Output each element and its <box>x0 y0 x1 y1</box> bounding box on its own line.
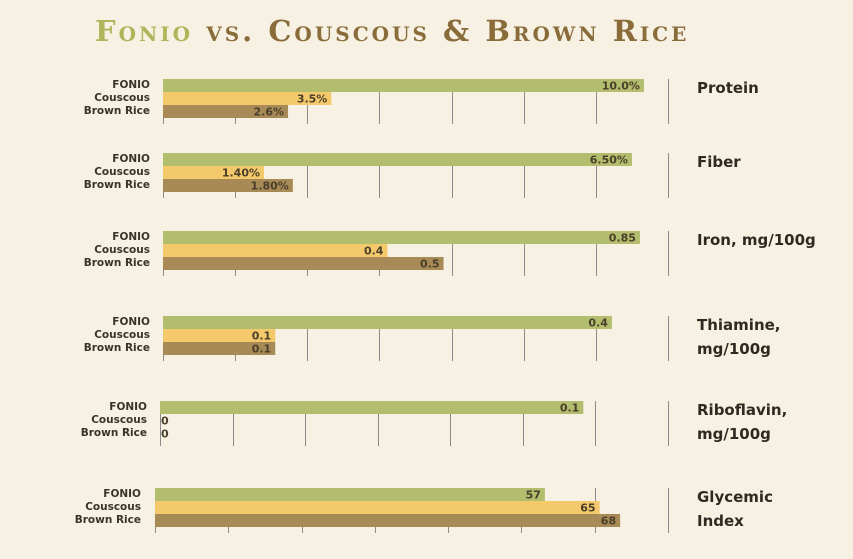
category-label: Brown Rice <box>80 427 147 439</box>
bar-plot: 0.4 0.10.1 <box>163 316 669 361</box>
data-label: 3.5% <box>297 93 328 106</box>
category-labels: FONIO Couscous Brown Rice <box>40 231 150 270</box>
data-label: 0.4 <box>364 245 384 258</box>
bar <box>163 153 632 166</box>
category-label: FONIO <box>112 153 150 165</box>
metric-label-line: Fiber <box>697 153 741 171</box>
metric-label: Riboflavin, mg/100g <box>697 398 787 446</box>
category-labels: FONIO Couscous Brown Rice <box>31 488 141 527</box>
metric-label: Iron, mg/100g <box>697 228 816 252</box>
data-label: 0.5 <box>420 258 440 271</box>
data-label: 10.0% <box>602 80 640 93</box>
bar <box>163 166 264 179</box>
data-label: 0.4 <box>588 317 608 330</box>
bar-plot: 6.50% 1.40%1.80% <box>163 153 669 198</box>
data-label: 1.80% <box>251 180 289 193</box>
data-label: 2.6% <box>254 106 285 119</box>
bar <box>163 257 444 270</box>
data-label: 0.1 <box>560 402 580 415</box>
category-label: FONIO <box>112 79 150 91</box>
metric-label: Glycemic Index <box>697 485 773 533</box>
data-label: 68 <box>601 515 616 528</box>
category-labels: FONIO Couscous Brown Rice <box>40 153 150 192</box>
bar-plot: 10.0% 3.5% 2.6% <box>163 79 669 124</box>
metric-label-line: Glycemic <box>697 488 773 506</box>
bar <box>163 92 332 105</box>
metric-label-line: Iron, mg/100g <box>697 231 816 249</box>
data-label: 0 <box>161 428 169 441</box>
data-label: 1.40% <box>222 167 260 180</box>
bar <box>163 79 644 92</box>
bar-plot: 0.1 00 <box>160 401 669 446</box>
bar-plot: 0.85 0.4 0.5 <box>163 231 669 276</box>
category-label: Brown Rice <box>83 342 150 354</box>
category-label: Brown Rice <box>74 514 141 526</box>
data-label: 0 <box>161 415 169 428</box>
category-label: FONIO <box>109 401 147 413</box>
category-labels: FONIO Couscous Brown Rice <box>37 401 147 440</box>
bar <box>155 488 545 501</box>
category-label: Couscous <box>94 166 150 178</box>
data-label: 0.1 <box>252 343 272 356</box>
bar <box>163 316 612 329</box>
category-label: Couscous <box>85 501 141 513</box>
bar <box>155 501 600 514</box>
title-main: vs. Couscous & Brown Rice <box>206 14 690 48</box>
category-label: Couscous <box>94 244 150 256</box>
bar <box>163 231 640 244</box>
metric-label-line: mg/100g <box>697 340 771 358</box>
metric-label: Protein <box>697 76 759 100</box>
metric-label-line: Index <box>697 512 744 530</box>
data-label: 0.85 <box>609 232 636 245</box>
category-labels: FONIO Couscous Brown Rice <box>40 79 150 118</box>
metric-label: Thiamine, mg/100g <box>697 313 781 361</box>
data-label: 6.50% <box>590 154 628 167</box>
title-accent: Fonio <box>95 14 194 48</box>
metric-label-line: Thiamine, <box>697 316 781 334</box>
category-label: Couscous <box>91 414 147 426</box>
metric-label-line: Riboflavin, <box>697 401 788 419</box>
bar <box>163 342 276 355</box>
category-label: FONIO <box>112 231 150 243</box>
bar <box>163 105 289 118</box>
category-label: FONIO <box>112 316 150 328</box>
category-label: Couscous <box>94 329 150 341</box>
metric-label-line: Protein <box>697 79 759 97</box>
metric-label-line: mg/100g <box>697 425 771 443</box>
category-label: Couscous <box>94 92 150 104</box>
category-label: Brown Rice <box>83 179 150 191</box>
bar <box>160 401 584 414</box>
data-label: 57 <box>526 489 541 502</box>
category-label: Brown Rice <box>83 257 150 269</box>
data-label: 65 <box>580 502 595 515</box>
category-label: Brown Rice <box>83 105 150 117</box>
category-labels: FONIO Couscous Brown Rice <box>40 316 150 355</box>
bar <box>163 244 388 257</box>
bar <box>163 329 276 342</box>
chart-title: Fonio vs. Couscous & Brown Rice <box>95 14 689 48</box>
bar <box>155 514 621 527</box>
bar-plot: 57 65 68 <box>155 488 669 533</box>
category-label: FONIO <box>103 488 141 500</box>
bar <box>163 179 293 192</box>
metric-label: Fiber <box>697 150 741 174</box>
data-label: 0.1 <box>252 330 272 343</box>
